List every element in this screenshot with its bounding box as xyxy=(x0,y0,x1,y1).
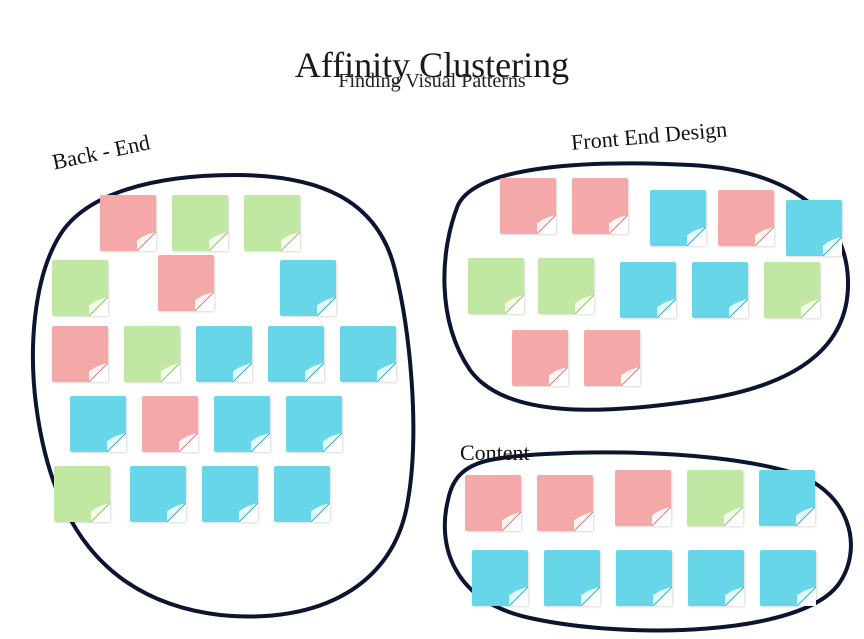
note-fold-icon xyxy=(796,507,815,526)
note-fold-icon xyxy=(179,433,198,452)
sticky-note xyxy=(100,195,156,251)
note-fold-icon xyxy=(609,215,628,234)
note-fold-icon xyxy=(91,503,110,522)
sticky-note xyxy=(616,550,672,606)
sticky-note xyxy=(286,396,342,452)
note-fold-icon xyxy=(801,299,820,318)
sticky-note xyxy=(468,258,524,314)
sticky-note xyxy=(538,258,594,314)
sticky-note xyxy=(584,330,640,386)
sticky-note xyxy=(172,195,228,251)
note-fold-icon xyxy=(797,587,816,606)
page-subtitle: Finding Visual Patterns xyxy=(0,70,864,93)
sticky-note xyxy=(688,550,744,606)
sticky-note xyxy=(142,396,198,452)
sticky-note xyxy=(620,262,676,318)
sticky-note xyxy=(692,262,748,318)
sticky-note xyxy=(244,195,300,251)
sticky-note xyxy=(214,396,270,452)
sticky-note xyxy=(687,470,743,526)
sticky-note xyxy=(472,550,528,606)
sticky-note xyxy=(70,396,126,452)
note-fold-icon xyxy=(502,512,521,531)
sticky-note xyxy=(54,466,110,522)
sticky-note xyxy=(512,330,568,386)
note-fold-icon xyxy=(575,295,594,314)
note-fold-icon xyxy=(574,512,593,531)
sticky-note xyxy=(537,475,593,531)
sticky-note xyxy=(764,262,820,318)
sticky-note xyxy=(280,260,336,316)
sticky-note xyxy=(650,190,706,246)
note-fold-icon xyxy=(687,227,706,246)
note-fold-icon xyxy=(239,503,258,522)
note-fold-icon xyxy=(725,587,744,606)
note-fold-icon xyxy=(823,237,842,256)
note-fold-icon xyxy=(549,367,568,386)
note-fold-icon xyxy=(653,587,672,606)
note-fold-icon xyxy=(729,299,748,318)
sticky-note xyxy=(572,178,628,234)
note-fold-icon xyxy=(317,297,336,316)
note-fold-icon xyxy=(89,363,108,382)
sticky-note xyxy=(786,200,842,256)
sticky-note xyxy=(124,326,180,382)
cluster-label-front-end-design: Front End Design xyxy=(570,116,728,156)
note-fold-icon xyxy=(323,433,342,452)
sticky-note xyxy=(544,550,600,606)
note-fold-icon xyxy=(621,367,640,386)
sticky-note xyxy=(130,466,186,522)
note-fold-icon xyxy=(281,232,300,251)
sticky-note xyxy=(500,178,556,234)
note-fold-icon xyxy=(505,295,524,314)
note-fold-icon xyxy=(657,299,676,318)
note-fold-icon xyxy=(107,433,126,452)
note-fold-icon xyxy=(161,363,180,382)
sticky-note xyxy=(268,326,324,382)
sticky-note xyxy=(52,326,108,382)
sticky-note xyxy=(202,466,258,522)
note-fold-icon xyxy=(195,292,214,311)
note-fold-icon xyxy=(652,507,671,526)
note-fold-icon xyxy=(755,227,774,246)
sticky-note xyxy=(760,550,816,606)
note-fold-icon xyxy=(537,215,556,234)
sticky-note xyxy=(340,326,396,382)
note-fold-icon xyxy=(137,232,156,251)
note-fold-icon xyxy=(311,503,330,522)
note-fold-icon xyxy=(167,503,186,522)
note-fold-icon xyxy=(251,433,270,452)
cluster-label-content: Content xyxy=(460,440,530,466)
sticky-note xyxy=(196,326,252,382)
sticky-note xyxy=(465,475,521,531)
note-fold-icon xyxy=(209,232,228,251)
note-fold-icon xyxy=(233,363,252,382)
cluster-outlines xyxy=(0,0,864,639)
sticky-note xyxy=(158,255,214,311)
note-fold-icon xyxy=(509,587,528,606)
sticky-note xyxy=(718,190,774,246)
note-fold-icon xyxy=(377,363,396,382)
note-fold-icon xyxy=(89,297,108,316)
sticky-note xyxy=(52,260,108,316)
sticky-note xyxy=(615,470,671,526)
cluster-label-back-end: Back - End xyxy=(50,129,152,175)
sticky-note xyxy=(759,470,815,526)
diagram-stage: { "canvas": { "width": 864, "height": 63… xyxy=(0,0,864,639)
sticky-note xyxy=(274,466,330,522)
note-fold-icon xyxy=(581,587,600,606)
note-fold-icon xyxy=(305,363,324,382)
note-fold-icon xyxy=(724,507,743,526)
